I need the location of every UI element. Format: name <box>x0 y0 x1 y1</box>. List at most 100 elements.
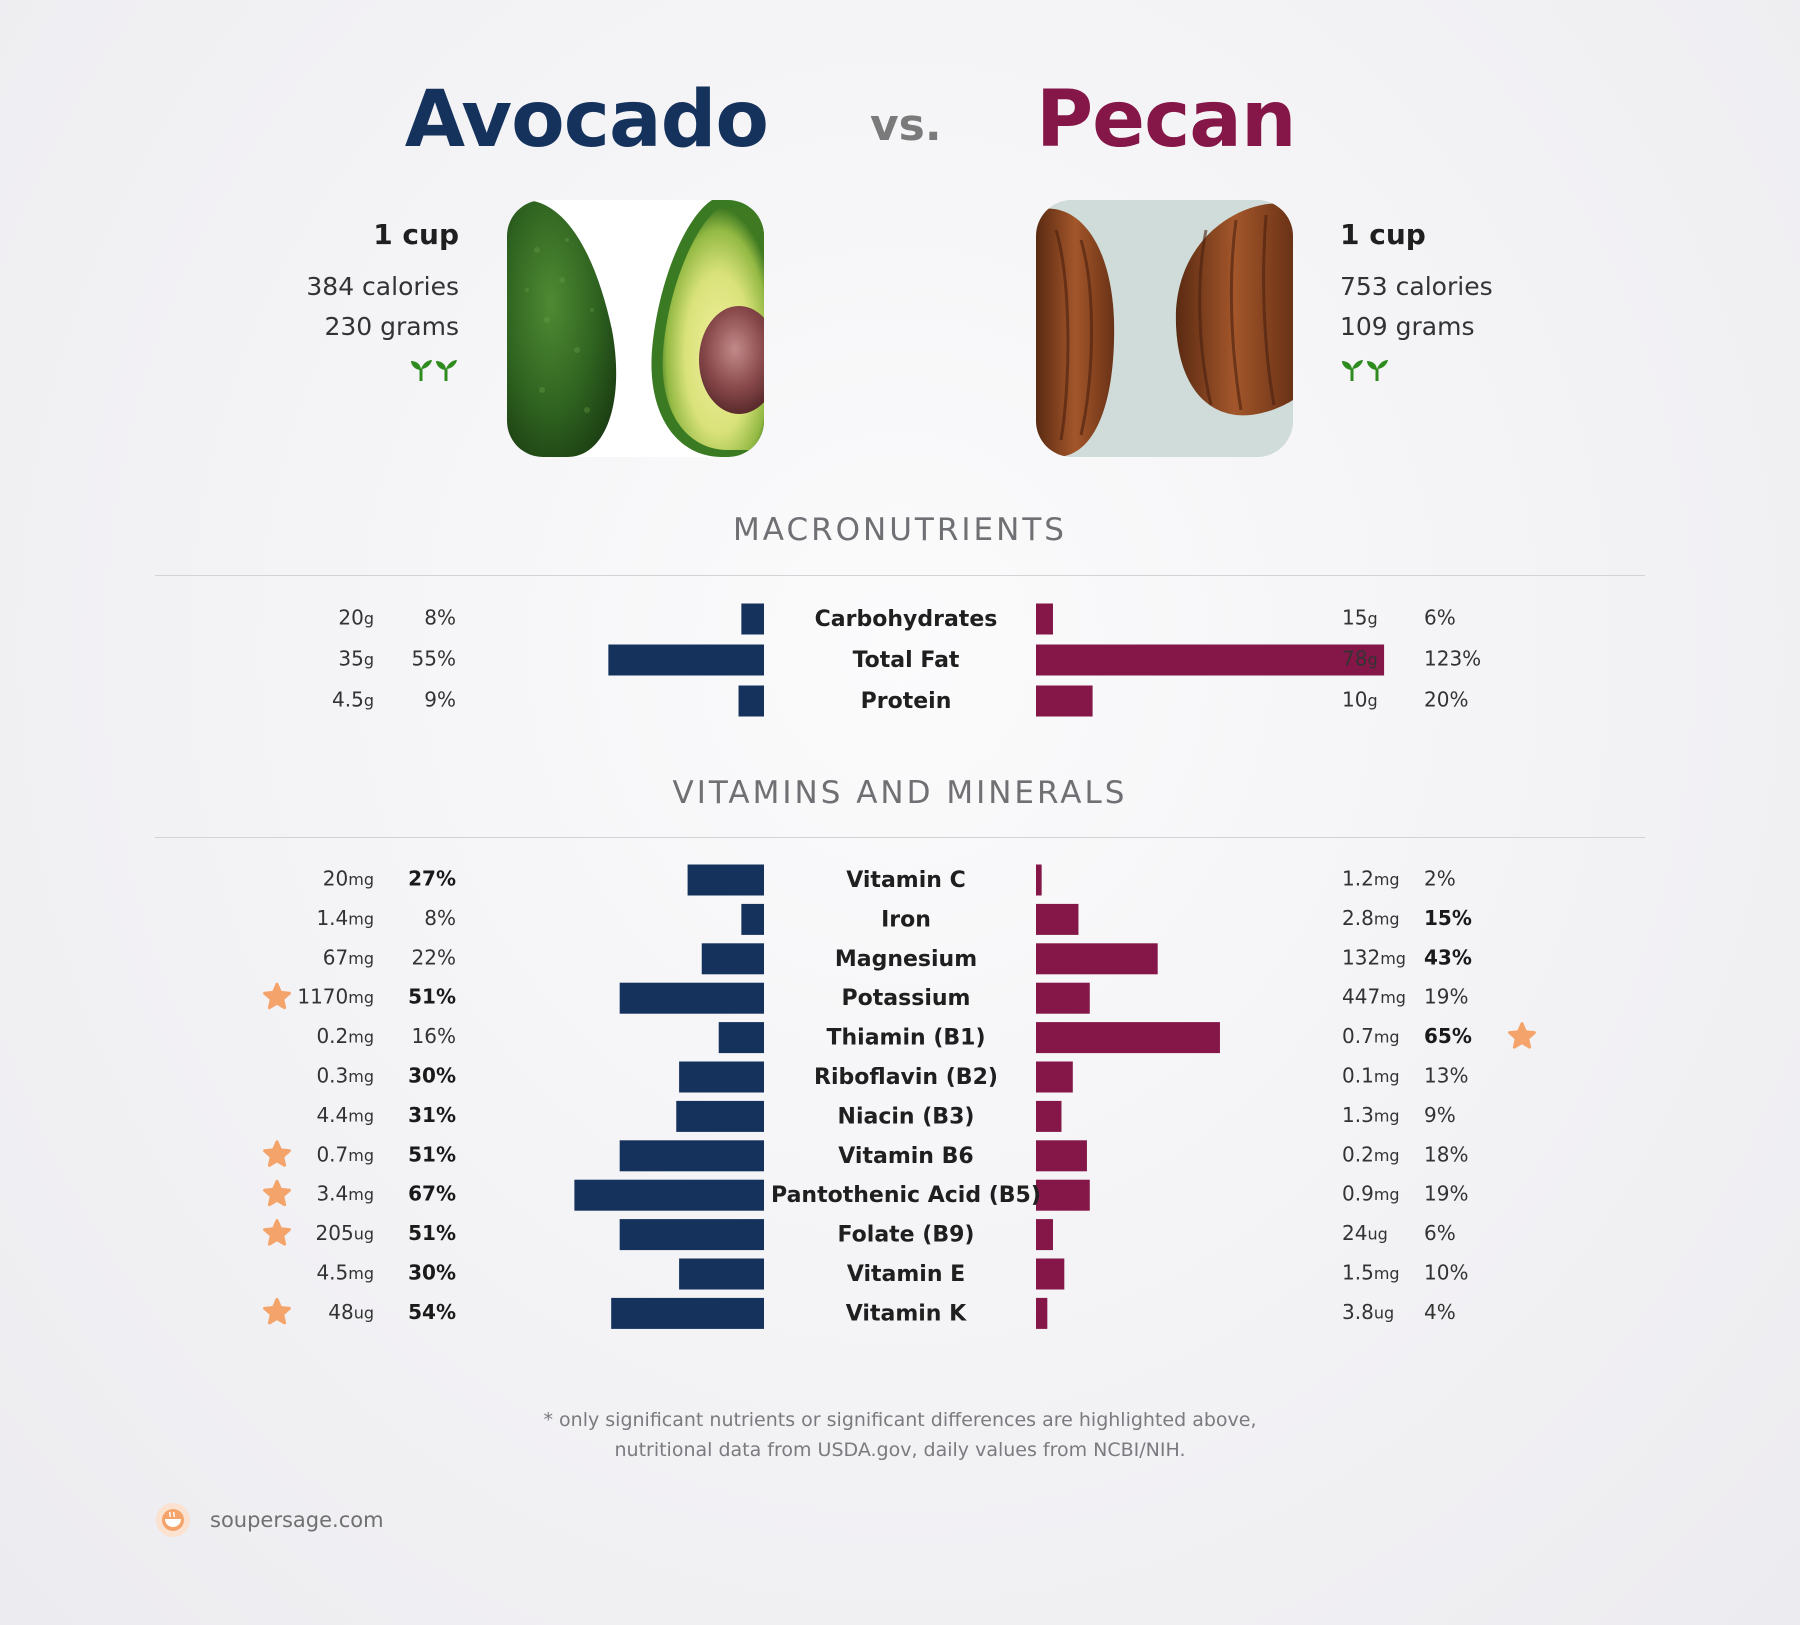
star-icon <box>263 1219 291 1246</box>
bar-left-riboflavin-b2 <box>679 1061 764 1093</box>
avocado-image <box>507 200 764 457</box>
right-pct-iron: 15% <box>1424 906 1472 930</box>
left-pct-vitamin-c: 27% <box>408 867 456 891</box>
nutrient-label-protein: Protein <box>861 689 952 714</box>
right-food-info: 1 cup 753 calories 109 grams <box>1340 215 1493 385</box>
left-pct-riboflavin-b2: 30% <box>408 1064 456 1088</box>
bar-right-vitamin-k <box>1036 1297 1048 1329</box>
right-amount-niacin-b3: 1.3mg <box>1342 1103 1400 1127</box>
bar-left-carbohydrates <box>741 603 764 635</box>
soupersage-logo-icon[interactable] <box>155 1502 191 1538</box>
star-icon <box>1508 1022 1536 1049</box>
left-pct-potassium: 51% <box>408 985 456 1009</box>
right-amount-pantothenic-acid-b5: 0.9mg <box>1342 1182 1400 1206</box>
right-pct-vitamin-e: 10% <box>1424 1261 1468 1285</box>
vitamins-divider <box>155 837 1645 838</box>
nutrient-label-riboflavin-b2: Riboflavin (B2) <box>814 1065 998 1090</box>
left-amount-potassium: 1170mg <box>297 985 374 1009</box>
nutrient-label-vitamin-c: Vitamin C <box>846 868 965 893</box>
right-amount-thiamin-b1: 0.7mg <box>1342 1024 1400 1048</box>
bar-left-total-fat <box>608 644 764 676</box>
footnote-line-1: * only significant nutrients or signific… <box>543 1409 1257 1431</box>
nutrient-label-vitamin-k: Vitamin K <box>846 1301 967 1326</box>
left-pct-folate-b9: 51% <box>408 1221 456 1245</box>
right-sprouts <box>1340 357 1493 385</box>
bar-left-vitamin-c <box>687 864 764 896</box>
right-amount-protein: 10g <box>1342 688 1378 712</box>
left-pct-protein: 9% <box>424 688 456 712</box>
bar-right-iron <box>1036 903 1079 935</box>
bar-right-vitamin-e <box>1036 1258 1065 1290</box>
left-pct-magnesium: 22% <box>412 945 456 969</box>
right-pct-niacin-b3: 9% <box>1424 1103 1456 1127</box>
nutrient-label-folate-b9: Folate (B9) <box>838 1223 975 1248</box>
left-pct-iron: 8% <box>424 906 456 930</box>
bar-right-vitamin-c <box>1036 864 1042 896</box>
left-amount-carbohydrates: 20g <box>338 606 374 630</box>
sprout-icon <box>411 360 432 381</box>
right-pct-magnesium: 43% <box>1424 945 1472 969</box>
left-calories: 384 calories <box>306 272 459 301</box>
right-pct-protein: 20% <box>1424 688 1468 712</box>
bar-right-niacin-b3 <box>1036 1100 1062 1132</box>
right-amount-vitamin-b6: 0.2mg <box>1342 1142 1400 1166</box>
left-food-info: 1 cup 384 calories 230 grams <box>306 215 459 385</box>
left-amount-thiamin-b1: 0.2mg <box>316 1024 374 1048</box>
footnote: * only significant nutrients or signific… <box>0 1405 1800 1465</box>
nutrient-label-iron: Iron <box>881 907 931 932</box>
bar-right-potassium <box>1036 982 1090 1014</box>
pecan-image <box>1036 200 1293 457</box>
nutrient-label-vitamin-b6: Vitamin B6 <box>838 1144 973 1169</box>
bar-right-protein <box>1036 685 1093 717</box>
nutrient-label-carbohydrates: Carbohydrates <box>815 607 998 632</box>
nutrient-label-total-fat: Total Fat <box>853 648 960 673</box>
right-amount-folate-b9: 24ug <box>1342 1221 1388 1245</box>
right-pct-pantothenic-acid-b5: 19% <box>1424 1182 1468 1206</box>
right-pct-total-fat: 123% <box>1424 647 1481 671</box>
bar-right-riboflavin-b2 <box>1036 1061 1073 1093</box>
left-pct-carbohydrates: 8% <box>424 606 456 630</box>
right-amount-riboflavin-b2: 0.1mg <box>1342 1064 1400 1088</box>
left-pct-pantothenic-acid-b5: 67% <box>408 1182 456 1206</box>
bar-left-vitamin-b6 <box>619 1140 764 1172</box>
left-amount-protein: 4.5g <box>332 688 374 712</box>
nutrient-label-vitamin-e: Vitamin E <box>847 1262 965 1287</box>
bar-right-carbohydrates <box>1036 603 1053 635</box>
sprout-icon <box>1342 360 1363 381</box>
bar-left-potassium <box>619 982 764 1014</box>
bar-left-protein <box>738 685 764 717</box>
bar-left-pantothenic-acid-b5 <box>574 1179 764 1211</box>
site-link[interactable]: soupersage.com <box>210 1508 384 1532</box>
left-amount-pantothenic-acid-b5: 3.4mg <box>316 1182 374 1206</box>
right-amount-carbohydrates: 15g <box>1342 606 1378 630</box>
right-pct-vitamin-c: 2% <box>1424 867 1456 891</box>
left-amount-total-fat: 35g <box>338 647 374 671</box>
left-serving: 1 cup <box>373 218 459 251</box>
bar-left-thiamin-b1 <box>718 1022 764 1054</box>
vs-label: vs. <box>870 100 942 151</box>
right-grams: 109 grams <box>1340 312 1475 341</box>
nutrient-label-thiamin-b1: Thiamin (B1) <box>826 1026 985 1051</box>
right-food-title: Pecan <box>1036 75 1296 165</box>
left-amount-riboflavin-b2: 0.3mg <box>316 1064 374 1088</box>
bar-right-pantothenic-acid-b5 <box>1036 1179 1090 1211</box>
right-pct-vitamin-k: 4% <box>1424 1300 1456 1324</box>
right-amount-total-fat: 78g <box>1342 647 1378 671</box>
macronutrients-heading: MACRONUTRIENTS <box>733 512 1067 548</box>
right-pct-vitamin-b6: 18% <box>1424 1142 1468 1166</box>
left-pct-thiamin-b1: 16% <box>412 1024 456 1048</box>
sprout-icon <box>436 360 457 381</box>
bar-left-vitamin-k <box>611 1297 764 1329</box>
left-amount-vitamin-c: 20mg <box>323 867 374 891</box>
footnote-line-2: nutritional data from USDA.gov, daily va… <box>614 1439 1186 1461</box>
left-pct-vitamin-e: 30% <box>408 1261 456 1285</box>
right-pct-riboflavin-b2: 13% <box>1424 1064 1468 1088</box>
left-food-title: Avocado <box>404 75 769 165</box>
bar-left-folate-b9 <box>619 1219 764 1251</box>
right-amount-vitamin-e: 1.5mg <box>1342 1261 1400 1285</box>
bar-left-magnesium <box>701 943 764 975</box>
right-amount-magnesium: 132mg <box>1342 945 1406 969</box>
left-amount-vitamin-e: 4.5mg <box>316 1261 374 1285</box>
left-pct-total-fat: 55% <box>412 647 456 671</box>
